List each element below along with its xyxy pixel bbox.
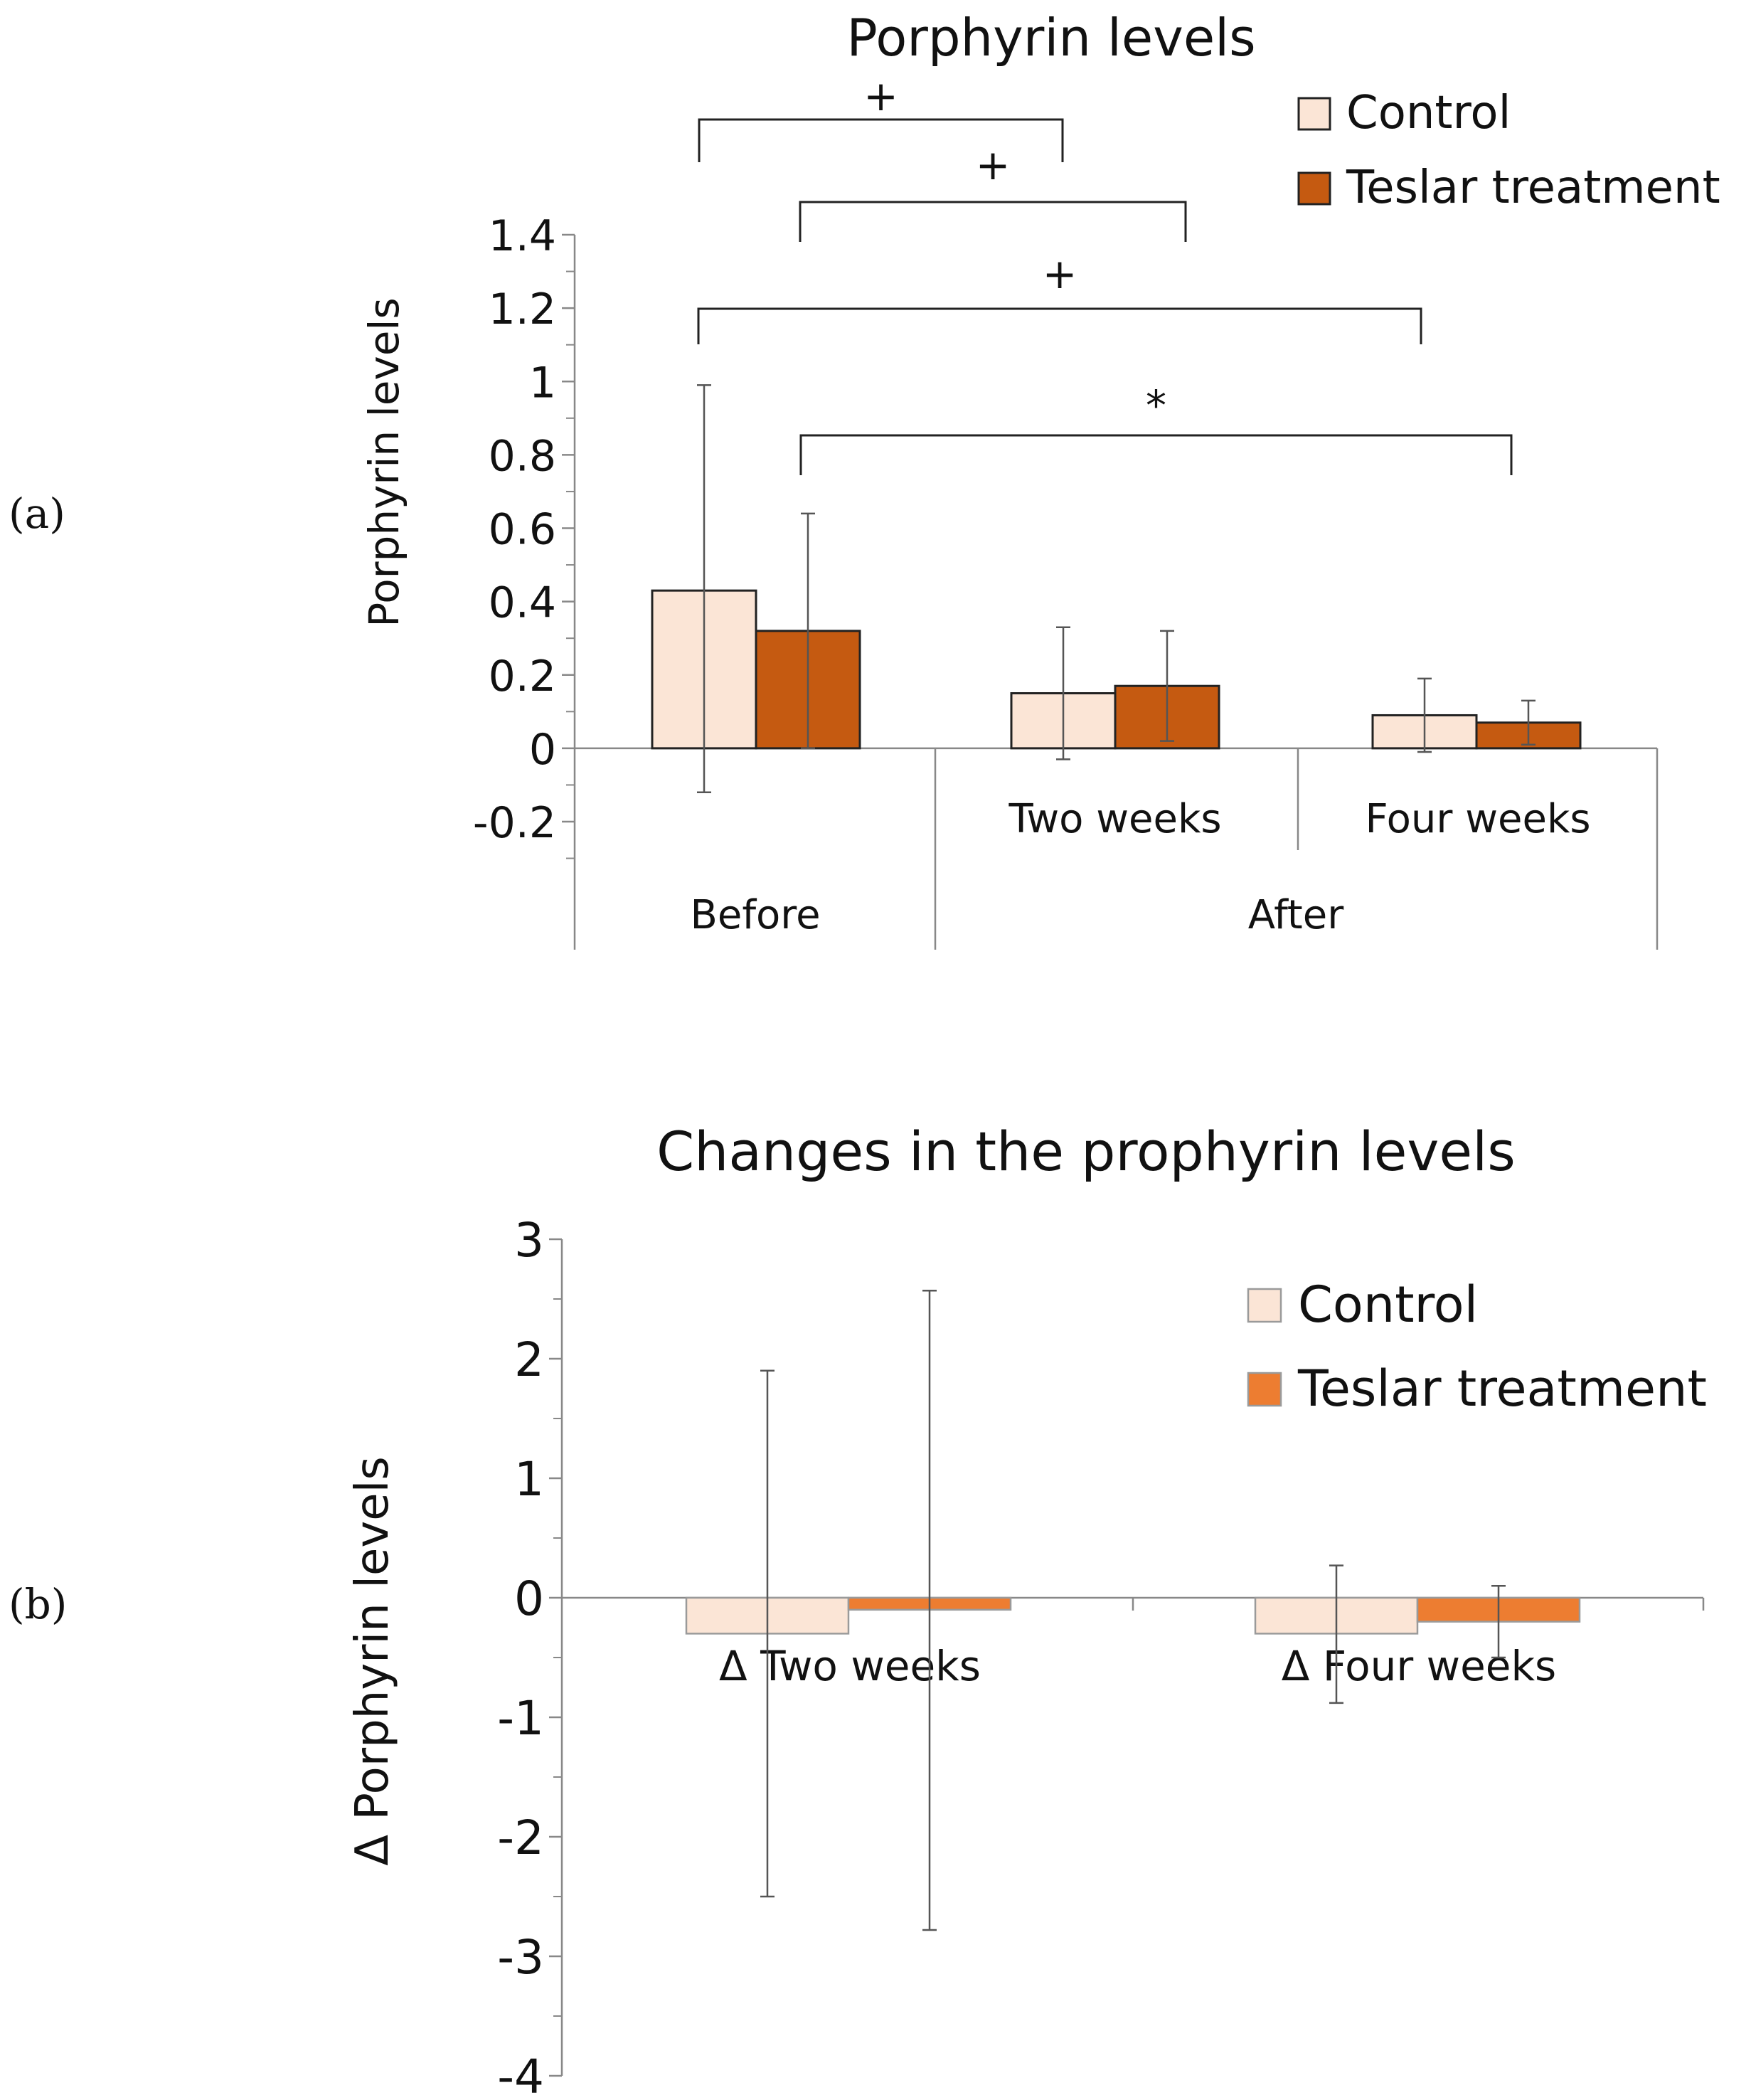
y-tick-label: -0.2 bbox=[473, 798, 556, 848]
chart-title: Changes in the prophyrin levels bbox=[656, 1120, 1516, 1183]
legend-label: Control bbox=[1346, 87, 1511, 139]
y-tick-label: -3 bbox=[497, 1930, 544, 1985]
y-tick-label: 2 bbox=[514, 1332, 544, 1387]
x-category-label: Δ Four weeks bbox=[1282, 1642, 1557, 1690]
x-category-label: Δ Two weeks bbox=[719, 1642, 981, 1690]
legend-label: Control bbox=[1298, 1276, 1478, 1334]
y-tick-label: -2 bbox=[497, 1810, 544, 1865]
panel-label-a: (a) bbox=[9, 489, 65, 538]
significance-marker: * bbox=[1146, 381, 1166, 430]
y-tick-label: 1.4 bbox=[489, 211, 556, 261]
significance-marker: + bbox=[863, 72, 898, 120]
significance-bracket bbox=[799, 201, 1187, 242]
y-tick-label: 0 bbox=[529, 725, 556, 775]
significance-bracket bbox=[799, 434, 1513, 475]
chart-title: Porphyrin levels bbox=[846, 8, 1255, 68]
y-tick-label: 3 bbox=[514, 1213, 544, 1268]
chart-changes-porphyrin-levels: Changes in the prophyrin levels Δ Porphyr… bbox=[346, 1120, 1707, 2100]
y-tick-label: 0.8 bbox=[489, 431, 556, 481]
legend-swatch bbox=[1247, 1372, 1282, 1407]
y-tick-label: 0 bbox=[514, 1571, 544, 1626]
significance-bracket bbox=[697, 307, 1422, 344]
x-group-label: Before bbox=[690, 892, 820, 938]
y-tick-label: -4 bbox=[497, 2049, 544, 2100]
x-category-label: Four weeks bbox=[1365, 796, 1590, 842]
y-axis-label: Δ Porphyrin levels bbox=[346, 1456, 399, 1866]
legend-swatch bbox=[1247, 1288, 1282, 1323]
chart-porphyrin-levels: Porphyrin levels Porphyrin levels -0.2 0 0.2… bbox=[360, 8, 1720, 950]
legend-swatch bbox=[1297, 171, 1331, 206]
y-tick-label: 1 bbox=[529, 358, 556, 408]
x-group-label: After bbox=[1248, 892, 1344, 938]
panel-label-b: (b) bbox=[9, 1580, 67, 1628]
y-tick-label: 1.2 bbox=[489, 285, 556, 334]
y-tick-label: 0.6 bbox=[489, 505, 556, 555]
legend-swatch bbox=[1297, 97, 1331, 131]
y-tick-label: 0.2 bbox=[489, 652, 556, 701]
legend-label: Teslar treatment bbox=[1297, 1359, 1707, 1418]
x-category-label: Two weeks bbox=[1008, 796, 1221, 842]
legend-label: Teslar treatment bbox=[1346, 161, 1720, 214]
y-axis-label: Porphyrin levels bbox=[360, 297, 408, 627]
significance-marker: + bbox=[1043, 250, 1077, 298]
y-tick-label: 1 bbox=[514, 1452, 544, 1507]
significance-marker: + bbox=[976, 141, 1011, 189]
y-tick-label: 0.4 bbox=[489, 578, 556, 628]
y-tick-label: -1 bbox=[497, 1691, 544, 1746]
significance-bracket bbox=[698, 118, 1064, 162]
